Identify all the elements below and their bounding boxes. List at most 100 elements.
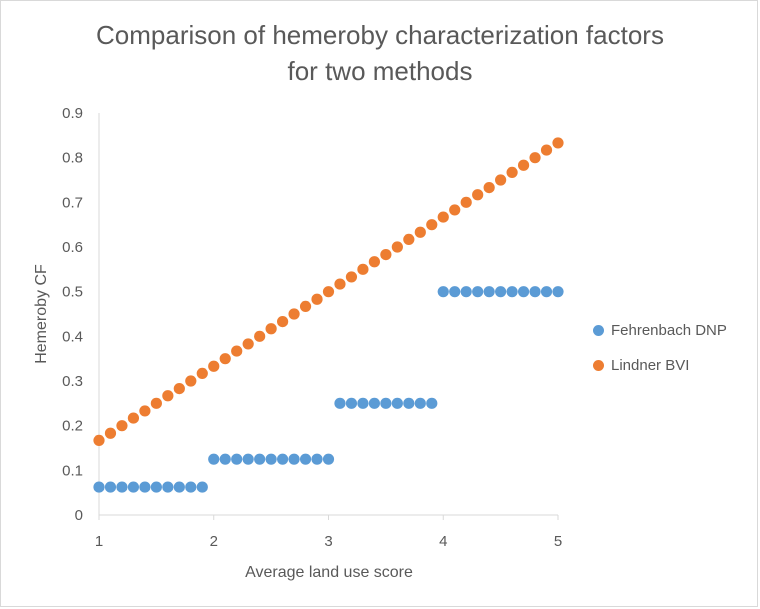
data-point-lindner	[265, 323, 277, 335]
y-tick-label: 0.5	[62, 284, 83, 301]
data-point-lindner	[517, 159, 530, 171]
data-point-lindner	[495, 174, 507, 186]
data-point-fehrenbach	[208, 453, 220, 465]
y-tick-label: 0.2	[62, 418, 83, 435]
data-point-lindner	[426, 219, 438, 231]
data-point-fehrenbach	[242, 453, 254, 465]
data-point-lindner	[299, 300, 312, 313]
data-point-fehrenbach	[150, 481, 162, 493]
data-point-lindner	[380, 248, 392, 261]
data-point-fehrenbach	[495, 286, 507, 298]
x-axis-title: Average land use score	[245, 564, 413, 581]
chart-title-line-1: Comparison of hemeroby characterization …	[96, 20, 664, 50]
x-tick-label: 3	[324, 533, 332, 550]
legend-label-lindner: Lindner BVI	[611, 357, 690, 374]
data-point-fehrenbach	[529, 286, 541, 298]
x-tick-label: 1	[95, 533, 103, 550]
data-point-fehrenbach	[265, 453, 277, 465]
data-point-fehrenbach	[403, 397, 415, 409]
y-tick-label: 0.6	[62, 239, 83, 256]
data-point-fehrenbach	[334, 397, 346, 409]
data-point-fehrenbach	[322, 453, 335, 465]
legend-item-fehrenbach: Fehrenbach DNP	[593, 322, 727, 339]
data-point-fehrenbach	[196, 481, 208, 493]
data-point-lindner	[277, 315, 289, 328]
data-point-lindner	[231, 345, 243, 357]
data-point-fehrenbach	[414, 397, 426, 409]
data-point-lindner	[506, 166, 518, 179]
data-point-lindner	[196, 367, 208, 380]
marks-layer	[93, 137, 564, 493]
data-point-fehrenbach	[254, 453, 266, 465]
data-point-fehrenbach	[540, 286, 553, 298]
data-point-fehrenbach	[299, 453, 312, 465]
data-point-lindner	[288, 308, 300, 320]
data-point-fehrenbach	[173, 481, 185, 493]
data-point-fehrenbach	[380, 397, 392, 409]
y-tick-label: 0.7	[62, 194, 83, 211]
data-point-fehrenbach	[104, 481, 117, 493]
data-point-lindner	[104, 427, 117, 439]
data-point-fehrenbach	[391, 397, 403, 409]
data-point-lindner	[173, 382, 185, 395]
data-point-fehrenbach	[552, 286, 564, 298]
x-tick-label: 4	[439, 533, 447, 550]
legend-item-lindner: Lindner BVI	[593, 357, 689, 374]
data-point-fehrenbach	[139, 481, 151, 493]
data-point-lindner	[242, 338, 254, 350]
data-point-lindner	[529, 152, 541, 164]
data-point-fehrenbach	[311, 453, 323, 465]
data-point-lindner	[345, 271, 358, 283]
data-point-fehrenbach	[517, 286, 530, 298]
data-point-fehrenbach	[219, 453, 231, 465]
y-axis-title: Hemeroby CF	[33, 264, 50, 364]
data-point-fehrenbach	[231, 453, 243, 465]
data-point-lindner	[219, 353, 231, 365]
x-tick-label: 2	[210, 533, 218, 550]
data-point-fehrenbach	[472, 286, 484, 298]
data-point-fehrenbach	[93, 481, 105, 493]
y-tick-label: 0	[75, 507, 83, 524]
data-point-fehrenbach	[127, 481, 140, 493]
data-point-fehrenbach	[506, 286, 518, 298]
data-point-fehrenbach	[357, 397, 369, 409]
data-point-fehrenbach	[345, 397, 358, 409]
data-point-lindner	[437, 211, 449, 223]
chart-title-line-2: for two methods	[287, 56, 473, 86]
data-point-lindner	[185, 375, 197, 387]
data-point-lindner	[93, 434, 105, 447]
data-point-lindner	[116, 420, 128, 432]
y-tick-label: 0.1	[62, 462, 83, 479]
data-point-lindner	[403, 233, 415, 246]
data-point-lindner	[139, 405, 151, 417]
data-point-lindner	[449, 204, 461, 216]
legend-label-fehrenbach: Fehrenbach DNP	[611, 322, 727, 339]
data-point-lindner	[483, 181, 495, 194]
data-point-lindner	[368, 256, 380, 268]
data-point-lindner	[150, 397, 162, 409]
x-tick-label: 5	[554, 533, 562, 550]
data-point-lindner	[322, 286, 335, 298]
legend-marker-lindner	[593, 360, 604, 371]
data-point-fehrenbach	[185, 481, 197, 493]
y-tick-label: 0.3	[62, 373, 83, 390]
data-point-fehrenbach	[116, 481, 128, 493]
data-point-lindner	[254, 330, 266, 342]
data-point-lindner	[311, 293, 323, 305]
data-point-lindner	[540, 144, 553, 156]
data-point-fehrenbach	[368, 397, 380, 409]
data-point-lindner	[208, 360, 220, 372]
data-point-fehrenbach	[449, 286, 461, 298]
data-point-lindner	[414, 226, 426, 238]
data-point-lindner	[460, 196, 472, 208]
y-tick-label: 0.8	[62, 150, 83, 167]
data-point-fehrenbach	[288, 453, 300, 465]
data-point-lindner	[127, 412, 140, 424]
data-point-lindner	[472, 189, 484, 201]
data-point-lindner	[334, 278, 346, 290]
data-point-lindner	[552, 137, 564, 149]
data-point-fehrenbach	[437, 286, 449, 298]
legend-marker-fehrenbach	[593, 325, 604, 336]
